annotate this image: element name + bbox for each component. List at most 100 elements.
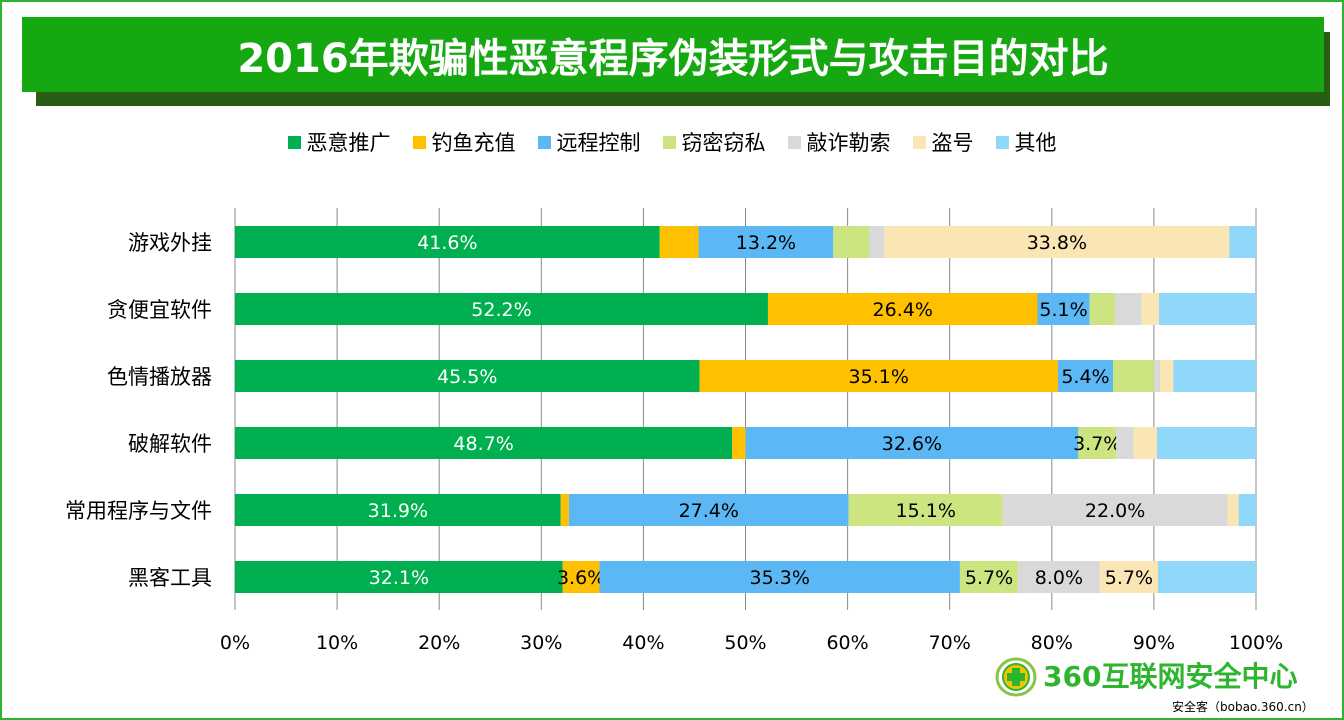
data-label: 35.1% bbox=[849, 366, 909, 388]
legend-item: 盗号 bbox=[912, 127, 974, 157]
data-label: 48.7% bbox=[453, 433, 513, 455]
legend-item: 钓鱼充值 bbox=[412, 127, 516, 157]
bar-segment bbox=[1089, 293, 1116, 325]
bar-segment bbox=[235, 360, 700, 392]
category-label: 游戏外挂 bbox=[128, 231, 212, 255]
bar-segment bbox=[884, 226, 1230, 258]
category-label: 贪便宜软件 bbox=[107, 298, 212, 322]
bar-segment bbox=[235, 293, 768, 325]
bar-segment bbox=[1229, 226, 1256, 258]
legend-label: 敲诈勒索 bbox=[806, 131, 891, 155]
data-label: 22.0% bbox=[1085, 500, 1145, 522]
legend-label: 恶意推广 bbox=[306, 131, 391, 155]
legend-swatch bbox=[412, 135, 426, 149]
bar-segment bbox=[1113, 360, 1154, 392]
legend-item: 其他 bbox=[995, 127, 1057, 157]
bar-segment bbox=[1160, 360, 1174, 392]
legend-swatch bbox=[995, 135, 1009, 149]
legend-label: 盗号 bbox=[931, 131, 974, 155]
category-label: 色情播放器 bbox=[107, 365, 212, 389]
360-logo-icon bbox=[995, 657, 1037, 697]
legend-item: 敲诈勒索 bbox=[787, 127, 891, 157]
legend-item: 恶意推广 bbox=[287, 127, 391, 157]
data-label: 27.4% bbox=[679, 500, 739, 522]
source-site: 安全客（bobao.360.cn） bbox=[1172, 700, 1314, 714]
bar-segment bbox=[848, 494, 1003, 526]
bar-segment bbox=[833, 226, 870, 258]
data-label: 13.2% bbox=[736, 232, 796, 254]
bar-segment bbox=[1157, 561, 1256, 593]
data-label: 33.8% bbox=[1027, 232, 1087, 254]
data-label: 26.4% bbox=[873, 299, 933, 321]
logo-text: 360互联网安全中心 bbox=[1043, 660, 1298, 693]
bar-segment bbox=[599, 561, 960, 593]
bar-segment bbox=[1002, 494, 1228, 526]
category-label: 破解软件 bbox=[128, 432, 212, 456]
legend-label: 窃密窃私 bbox=[681, 131, 766, 155]
x-tick-label: 100% bbox=[1229, 632, 1283, 654]
bar-segment bbox=[1156, 427, 1256, 459]
x-tick-label: 80% bbox=[1031, 632, 1073, 654]
bar-segment bbox=[1099, 561, 1158, 593]
bar-segment bbox=[1116, 427, 1134, 459]
data-label: 5.1% bbox=[1039, 299, 1087, 321]
bar-segment bbox=[1159, 293, 1256, 325]
bar-segment bbox=[699, 360, 1058, 392]
data-label: 3.7% bbox=[1073, 433, 1121, 455]
bar-segment bbox=[745, 427, 1079, 459]
bar-segment bbox=[235, 427, 733, 459]
x-tick-label: 0% bbox=[220, 632, 250, 654]
data-label: 45.5% bbox=[437, 366, 497, 388]
data-label: 5.7% bbox=[1105, 567, 1153, 589]
data-label: 8.0% bbox=[1035, 567, 1083, 589]
data-label: 15.1% bbox=[896, 500, 956, 522]
legend-label: 其他 bbox=[1014, 131, 1057, 155]
bar-segment bbox=[767, 293, 1038, 325]
legend: 恶意推广 钓鱼充值 远程控制 窃密窃私 敲诈勒索 盗号 其他 bbox=[0, 127, 1344, 157]
legend-swatch bbox=[287, 135, 301, 149]
chart-title: 2016年欺骗性恶意程序伪装形式与攻击目的对比 bbox=[22, 17, 1324, 92]
bar-segment bbox=[1133, 427, 1157, 459]
data-label: 52.2% bbox=[471, 299, 531, 321]
bar-segment bbox=[1227, 494, 1239, 526]
legend-swatch bbox=[787, 135, 801, 149]
x-tick-label: 90% bbox=[1133, 632, 1175, 654]
x-tick-label: 10% bbox=[316, 632, 358, 654]
data-label: 35.3% bbox=[750, 567, 810, 589]
bar-segment bbox=[1078, 427, 1117, 459]
x-tick-label: 40% bbox=[622, 632, 664, 654]
bar-segment bbox=[1173, 360, 1256, 392]
legend-label: 钓鱼充值 bbox=[431, 131, 516, 155]
x-tick-label: 60% bbox=[826, 632, 868, 654]
legend-swatch bbox=[912, 135, 926, 149]
bar-segment bbox=[732, 427, 746, 459]
legend-item: 远程控制 bbox=[537, 127, 641, 157]
x-tick-label: 30% bbox=[520, 632, 562, 654]
bar-segment bbox=[568, 494, 849, 526]
category-label: 常用程序与文件 bbox=[65, 499, 212, 523]
bar-segment bbox=[235, 226, 660, 258]
bar-segment bbox=[1115, 293, 1142, 325]
bar-segment bbox=[1018, 561, 1100, 593]
data-label: 31.9% bbox=[368, 500, 428, 522]
bar-segment bbox=[235, 561, 563, 593]
bar-segment bbox=[560, 494, 569, 526]
bar-segment bbox=[1141, 293, 1160, 325]
x-tick-label: 70% bbox=[929, 632, 971, 654]
data-label: 32.1% bbox=[369, 567, 429, 589]
bar-segment bbox=[562, 561, 600, 593]
bar-segment bbox=[698, 226, 834, 258]
data-label: 5.4% bbox=[1061, 366, 1109, 388]
category-label: 黑客工具 bbox=[128, 566, 212, 590]
data-label: 5.7% bbox=[965, 567, 1013, 589]
legend-swatch bbox=[537, 135, 551, 149]
bar-segment bbox=[1238, 494, 1256, 526]
bar-segment bbox=[869, 226, 885, 258]
data-label: 32.6% bbox=[882, 433, 942, 455]
data-label: 41.6% bbox=[417, 232, 477, 254]
data-label: 3.6% bbox=[557, 567, 605, 589]
legend-label: 远程控制 bbox=[556, 131, 641, 155]
bar-segment bbox=[659, 226, 699, 258]
